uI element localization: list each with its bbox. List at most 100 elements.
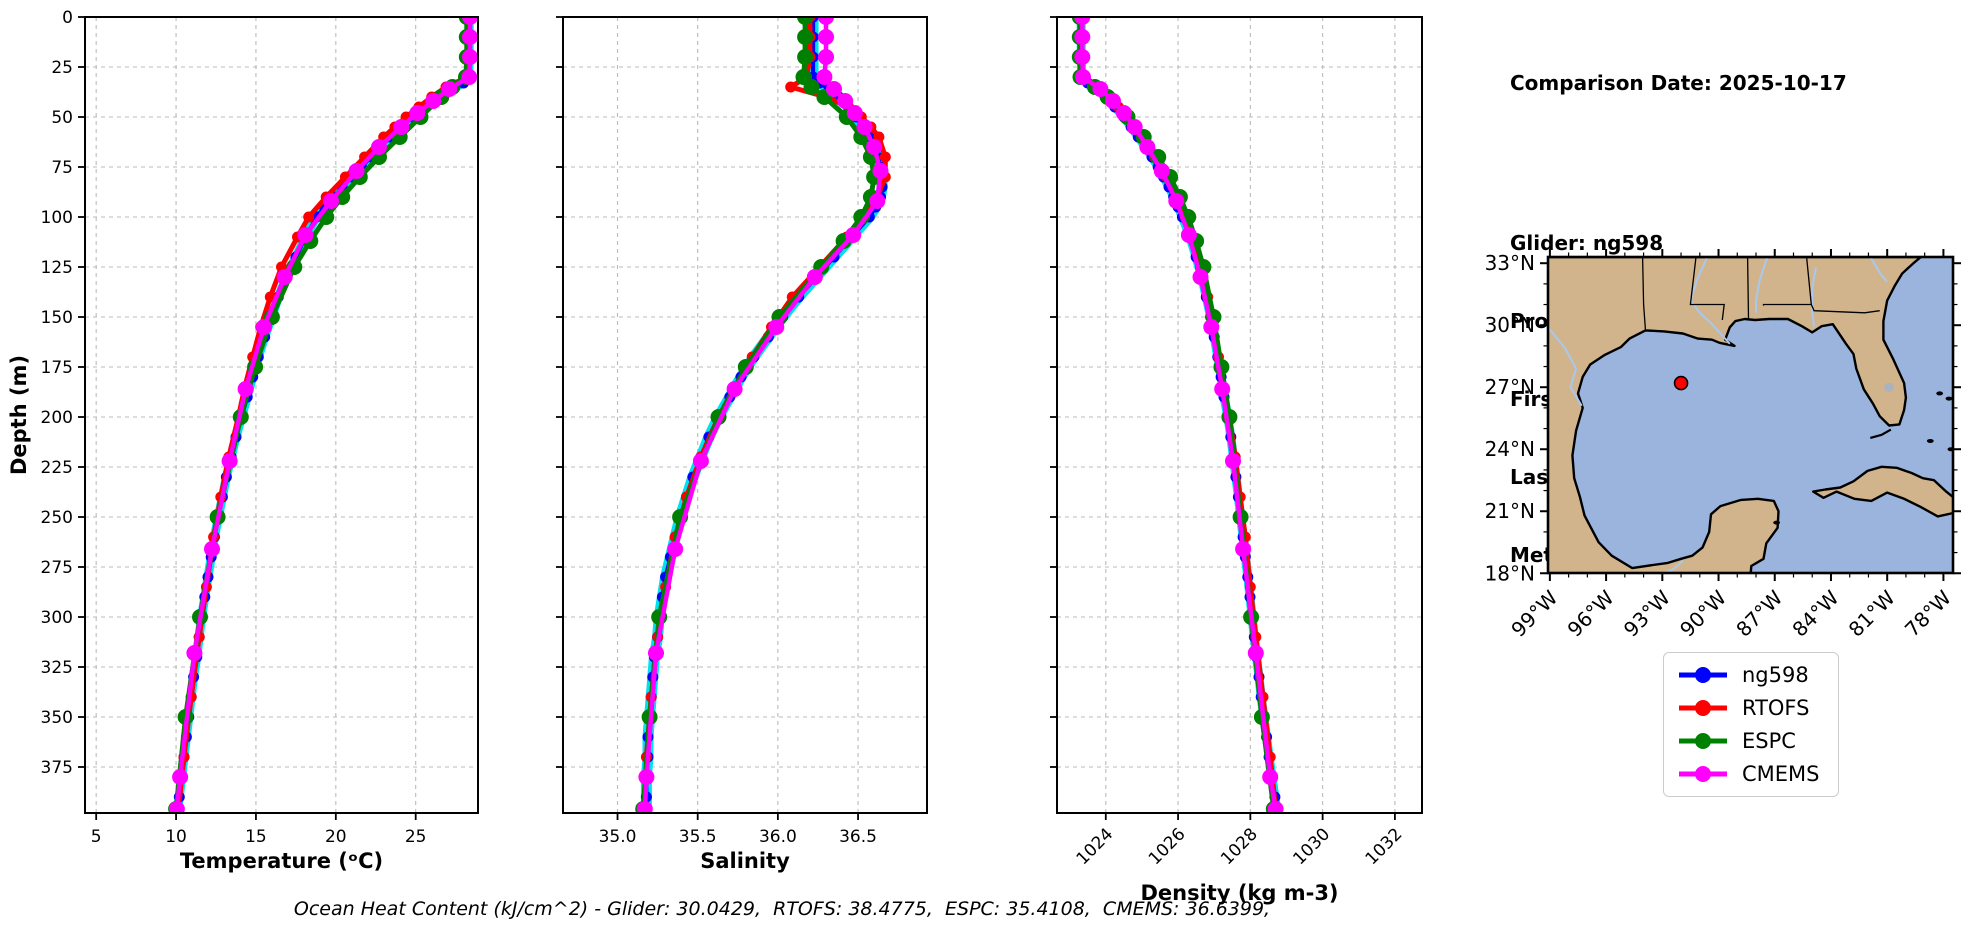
legend-item-cmems: CMEMS	[1678, 762, 1820, 786]
series-markers-ESPC	[635, 17, 883, 813]
legend-label: CMEMS	[1742, 762, 1820, 786]
svg-text:35.5: 35.5	[679, 827, 717, 847]
legend-label: ESPC	[1742, 729, 1796, 753]
legend-label: ng598	[1742, 663, 1809, 687]
lon-label: 78°W	[1900, 585, 1956, 641]
svg-text:0: 0	[62, 8, 73, 28]
salinity-profile-chart: 35.0 35.5 36.0 36.5 Salinity	[556, 16, 928, 873]
y-axis-label: Depth (m)	[7, 355, 31, 475]
grid-lines	[1057, 16, 1422, 813]
chart-legend: ng598 RTOFS ESPC CMEMS	[1663, 652, 1839, 797]
series-line-ng598	[1079, 17, 1279, 811]
gulf-of-mexico-map: 33°N 30°N 27°N 24°N 21°N 18°N99°W 96°W 93°W 90°W…	[1485, 249, 1961, 642]
series-line-ng598	[644, 17, 885, 811]
legend-marker-dot	[1695, 667, 1711, 683]
legend-label: RTOFS	[1742, 696, 1810, 720]
series-markers-ESPC	[168, 17, 475, 813]
line-marker-swatch	[1679, 667, 1727, 683]
lake-okeechobee	[1884, 382, 1895, 392]
island-speck	[1773, 520, 1781, 525]
legend-item-rtofs: RTOFS	[1678, 696, 1820, 720]
lat-label: 24°N	[1485, 437, 1535, 461]
y-axis	[556, 16, 563, 768]
y-axis	[1050, 16, 1057, 768]
series-line-RTOFS	[642, 17, 888, 812]
legend-item-ng598: ng598	[1678, 663, 1820, 687]
x-axis-label: Salinity	[700, 849, 790, 873]
svg-text:36.5: 36.5	[839, 827, 877, 847]
svg-text:325: 325	[41, 658, 73, 678]
series-group	[168, 17, 478, 813]
legend-marker-dot	[1695, 766, 1711, 782]
svg-text:10: 10	[165, 827, 187, 847]
lon-label: 99°W	[1506, 585, 1562, 641]
series-line-glider-raw	[1076, 17, 1281, 813]
line-marker-swatch	[1679, 766, 1727, 782]
info-gap	[1510, 148, 1847, 178]
svg-text:300: 300	[41, 608, 73, 628]
svg-text:20: 20	[325, 827, 347, 847]
series-line-glider-raw	[640, 17, 888, 813]
svg-text:250: 250	[41, 508, 73, 528]
lon-label: 93°W	[1619, 585, 1675, 641]
glider-position-marker	[1673, 375, 1689, 391]
lon-label: 84°W	[1787, 585, 1843, 641]
series-markers-CMEMS	[1074, 17, 1284, 813]
ocean-heat-content-caption: Ocean Heat Content (kJ/cm^2) - Glider: 3…	[293, 898, 1271, 920]
svg-text:100: 100	[41, 208, 73, 228]
series-line-ESPC	[1077, 17, 1277, 812]
svg-text:1026: 1026	[1145, 824, 1190, 869]
svg-text:25: 25	[51, 58, 73, 78]
series-markers-ng598	[640, 17, 888, 813]
series-line-CMEMS	[642, 17, 883, 812]
svg-text:225: 225	[41, 458, 73, 478]
series-line-RTOFS	[176, 17, 471, 812]
florida-keys	[1870, 428, 1892, 439]
legend-item-espc: ESPC	[1678, 729, 1820, 753]
lon-label: 96°W	[1563, 585, 1619, 641]
svg-text:125: 125	[41, 258, 73, 278]
series-line-CMEMS	[1080, 17, 1278, 812]
legend-marker-dot	[1695, 700, 1711, 716]
mainland-landmass	[1548, 257, 1923, 573]
legend-marker-dot	[1695, 733, 1711, 749]
glider-name-text: Glider: ng598	[1510, 231, 1664, 255]
series-line-glider-raw	[173, 17, 474, 813]
series-markers-ng598	[172, 17, 475, 813]
svg-text:175: 175	[41, 358, 73, 378]
svg-text:1028: 1028	[1217, 824, 1262, 869]
temperature-profile-chart: 5 10 15 20 250255075100125150175200225250275…	[7, 8, 479, 873]
svg-text:15: 15	[245, 827, 267, 847]
series-group	[1071, 17, 1284, 813]
series-markers-ng598	[1075, 17, 1282, 813]
svg-text:25: 25	[405, 827, 427, 847]
line-marker-swatch	[1679, 700, 1727, 716]
lon-label: 87°W	[1731, 585, 1787, 641]
svg-text:1032: 1032	[1362, 824, 1407, 869]
svg-text:5: 5	[91, 827, 102, 847]
axes-spines	[84, 16, 479, 814]
lat-label: 30°N	[1485, 313, 1535, 337]
island-speck	[1945, 396, 1953, 401]
series-line-ESPC	[173, 17, 470, 812]
cuba-landmass	[1812, 465, 1953, 518]
series-line-ng598	[175, 17, 472, 811]
svg-text:1024: 1024	[1073, 824, 1118, 869]
series-markers-RTOFS	[639, 17, 891, 813]
svg-text:50: 50	[51, 108, 73, 128]
svg-text:200: 200	[41, 408, 73, 428]
series-line-CMEMS	[174, 17, 473, 812]
island-speck	[1926, 438, 1934, 443]
svg-text:150: 150	[41, 308, 73, 328]
svg-text:75: 75	[51, 158, 73, 178]
lon-label: 90°W	[1675, 585, 1731, 641]
lat-label: 33°N	[1485, 251, 1535, 275]
density-profile-chart: 1024 1026 1028 1030 1032 Density (kg m-3)	[1050, 16, 1423, 905]
svg-text:36.0: 36.0	[759, 827, 797, 847]
lon-label: 81°W	[1844, 585, 1900, 641]
svg-text:375: 375	[41, 758, 73, 778]
density-plot: 1024 1026 1028 1030 1032 Density (kg m-3)	[1050, 16, 1423, 905]
series-markers-RTOFS	[173, 17, 474, 813]
state-borders	[1641, 257, 1880, 330]
lat-label: 21°N	[1485, 499, 1535, 523]
